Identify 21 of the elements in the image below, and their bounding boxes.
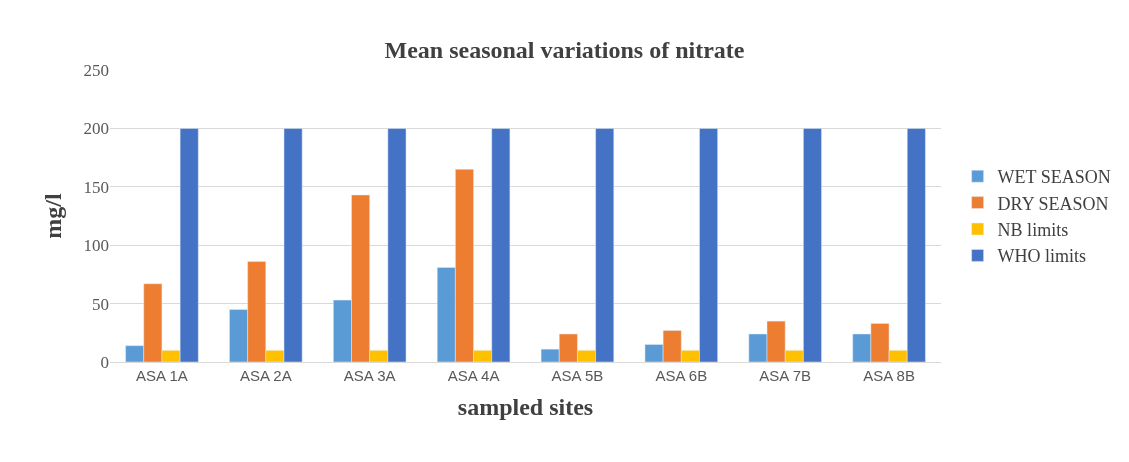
- y-axis-title: mg/l: [39, 193, 66, 239]
- y-tick-label: 100: [83, 236, 109, 256]
- legend-label: WET SEASON: [997, 167, 1111, 188]
- x-axis-title: sampled sites: [457, 394, 594, 421]
- x-tick-label: ASA 3A: [343, 367, 396, 384]
- x-tick-label: ASA 1A: [136, 367, 188, 384]
- legend-label: NB limits: [997, 220, 1069, 241]
- y-tick-label: 250: [83, 60, 109, 80]
- x-tick-label: ASA 4A: [447, 367, 500, 384]
- y-tick-label: 150: [83, 177, 109, 197]
- chart-title: Mean seasonal variations of nitrate: [384, 37, 745, 64]
- legend-label: WHO limits: [997, 246, 1087, 267]
- x-tick-label: ASA 7B: [759, 367, 812, 384]
- y-tick-label: 0: [100, 352, 109, 372]
- x-tick-label: ASA 6B: [655, 367, 708, 384]
- y-tick-label: 200: [83, 119, 109, 139]
- y-tick-label: 50: [92, 294, 109, 314]
- x-tick-label: ASA 2A: [239, 367, 292, 384]
- x-tick-label: ASA 8B: [863, 367, 915, 384]
- x-tick-label: ASA 5B: [551, 367, 604, 384]
- legend-label: DRY SEASON: [997, 193, 1109, 214]
